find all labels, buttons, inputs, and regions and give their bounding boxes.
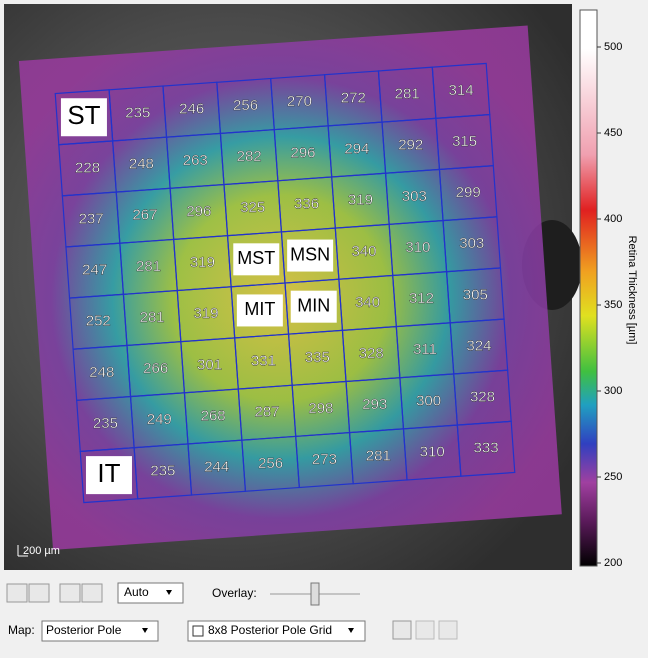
thickness-value: 311: [413, 341, 437, 358]
thickness-value: 235: [93, 415, 118, 432]
colorbar-label: Retina Thickness [µm]: [626, 236, 638, 345]
colorbar-tick-label: 400: [604, 213, 622, 225]
thickness-value: 299: [456, 184, 481, 201]
thickness-value: 235: [150, 462, 175, 479]
thickness-value: 314: [449, 82, 474, 99]
thickness-value: 272: [341, 89, 366, 106]
thickness-value: 228: [75, 159, 100, 176]
thickness-value: 237: [79, 210, 104, 227]
grid-value: 8x8 Posterior Pole Grid: [208, 623, 332, 637]
overlay-label: Overlay:: [212, 586, 257, 600]
thickness-value: 281: [395, 86, 420, 103]
thickness-value: 312: [409, 290, 434, 307]
colorbar-tick-label: 250: [604, 471, 622, 483]
thickness-value: 331: [251, 353, 276, 370]
thickness-value: 319: [193, 305, 218, 322]
thickness-value: 281: [366, 447, 391, 464]
thickness-value: 287: [254, 404, 279, 421]
thickness-value: 292: [398, 137, 423, 154]
map-label: Map:: [8, 623, 35, 637]
thickness-value: 248: [129, 156, 154, 173]
sector-label: MSN: [290, 244, 330, 264]
thickness-value: 300: [416, 392, 441, 409]
thickness-value: 293: [362, 396, 387, 413]
thickness-value: 256: [258, 455, 283, 472]
colorbar-tick-label: 200: [604, 557, 622, 569]
thickness-value: 252: [86, 313, 111, 330]
thickness-value: 294: [344, 141, 369, 158]
thickness-value: 336: [294, 195, 319, 212]
pan-button[interactable]: [7, 584, 27, 602]
save-button[interactable]: [439, 621, 457, 639]
thickness-value: 244: [204, 459, 229, 476]
thickness-value: 303: [459, 235, 484, 252]
zoom-value: Auto: [124, 585, 149, 599]
thickness-value: 315: [452, 133, 477, 150]
fit-button[interactable]: [393, 621, 411, 639]
thickness-value: 268: [201, 407, 226, 424]
sector-label: MST: [237, 248, 275, 268]
thickness-value: 249: [147, 411, 172, 428]
slider-thumb[interactable]: [311, 583, 319, 605]
zoom-out-button[interactable]: [82, 584, 102, 602]
thickness-value: 267: [132, 207, 157, 224]
thickness-value: 340: [355, 294, 380, 311]
thickness-value: 282: [237, 148, 262, 165]
thickness-value: 305: [463, 286, 488, 303]
thickness-value: 256: [233, 97, 258, 114]
viewer: ST 235 246 256 270 272 281 314 228 248 263 282 296 29…: [0, 0, 648, 653]
thickness-value: 319: [348, 192, 373, 209]
thickness-value: 298: [308, 400, 333, 417]
thickness-grid: ST 235 246 256 270 272 281 314 228 248 263 282 296 29…: [19, 25, 562, 549]
colorbar-tick-label: 350: [604, 299, 622, 311]
thickness-value: 310: [420, 443, 445, 460]
thickness-value: 340: [351, 243, 376, 260]
thickness-value: 296: [290, 144, 315, 161]
thickness-value: 301: [197, 356, 222, 373]
map-value: Posterior Pole: [46, 623, 122, 637]
thickness-value: 281: [140, 309, 165, 326]
sector-label: MIN: [297, 295, 330, 315]
colorbar-tick-label: 300: [604, 385, 622, 397]
thickness-value: 335: [305, 349, 330, 366]
thickness-value: 235: [125, 104, 150, 121]
thickness-value: 310: [405, 239, 430, 256]
thickness-value: 328: [359, 345, 384, 362]
thickness-value: 333: [474, 440, 499, 457]
scale-bar-label: 200 µm: [23, 545, 60, 557]
thickness-value: 266: [143, 360, 168, 377]
sector-label: MIT: [244, 299, 275, 319]
thickness-value: 303: [402, 188, 427, 205]
thickness-value: 246: [179, 101, 204, 118]
colorbar-tick-label: 500: [604, 41, 622, 53]
sector-label: IT: [97, 458, 120, 488]
thickness-value: 324: [466, 337, 491, 354]
colorbar: [580, 10, 597, 566]
thickness-value: 325: [240, 199, 265, 216]
thickness-value: 248: [89, 364, 114, 381]
sector-label: ST: [67, 100, 100, 130]
thickness-value: 263: [183, 152, 208, 169]
zoom-in-button[interactable]: [60, 584, 80, 602]
colorbar-tick-label: 450: [604, 127, 622, 139]
undo-button[interactable]: [416, 621, 434, 639]
page: ST 235 246 256 270 272 281 314 228 248 263 282 296 29…: [0, 0, 648, 653]
zoom-tool-button[interactable]: [29, 584, 49, 602]
thickness-value: 281: [136, 258, 161, 275]
thickness-value: 270: [287, 93, 312, 110]
thickness-value: 247: [82, 262, 107, 279]
thickness-value: 296: [186, 203, 211, 220]
thickness-value: 319: [190, 254, 215, 271]
thickness-value: 328: [470, 389, 495, 406]
thickness-value: 273: [312, 451, 337, 468]
